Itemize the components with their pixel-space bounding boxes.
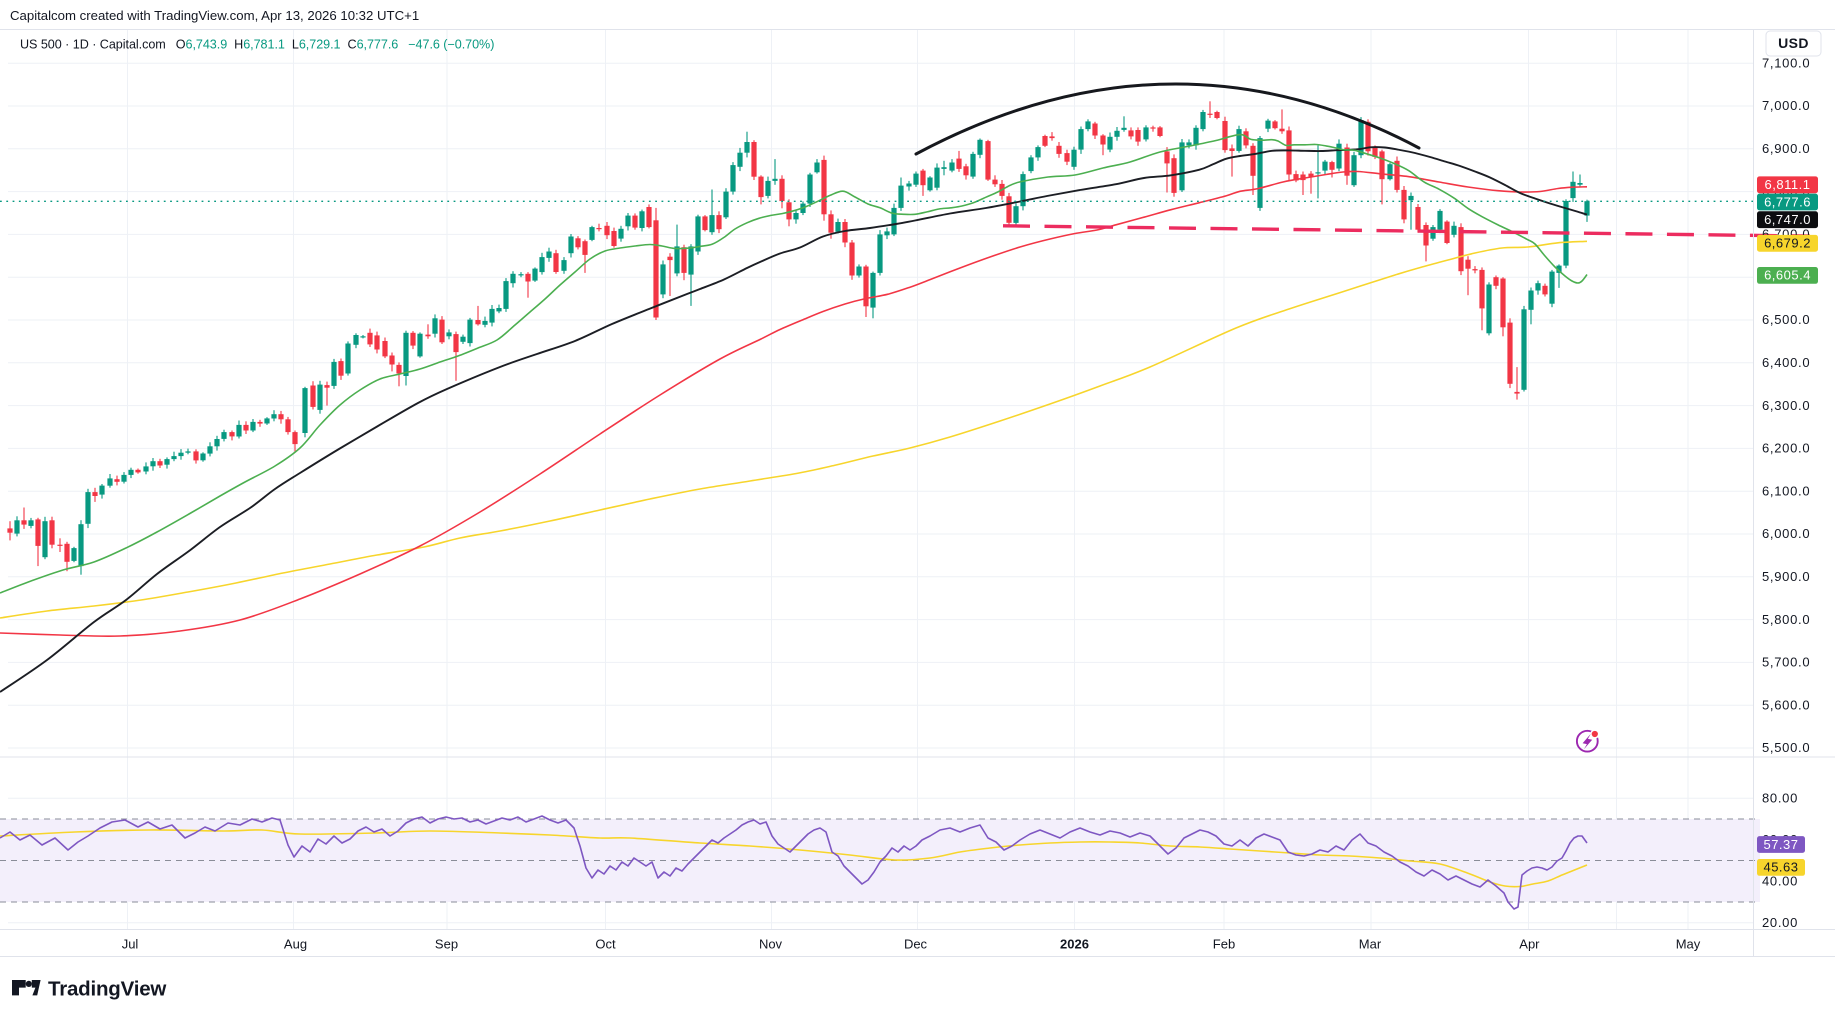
svg-text:45.63: 45.63 bbox=[1763, 860, 1798, 875]
svg-text:2026: 2026 bbox=[1060, 937, 1089, 952]
svg-text:Jul: Jul bbox=[122, 937, 139, 952]
svg-text:5,500.0: 5,500.0 bbox=[1762, 740, 1810, 755]
svg-text:6,747.0: 6,747.0 bbox=[1764, 212, 1811, 227]
svg-text:Apr: Apr bbox=[1519, 937, 1540, 952]
svg-text:Capitalcom created with Tradin: Capitalcom created with TradingView.com,… bbox=[10, 8, 419, 23]
svg-text:80.00: 80.00 bbox=[1762, 791, 1798, 806]
svg-text:6,900.0: 6,900.0 bbox=[1762, 141, 1810, 156]
svg-text:Oct: Oct bbox=[595, 937, 616, 952]
svg-text:Sep: Sep bbox=[435, 937, 458, 952]
svg-text:6,811.1: 6,811.1 bbox=[1765, 177, 1811, 192]
svg-text:6,605.4: 6,605.4 bbox=[1764, 268, 1811, 283]
svg-text:7,000.0: 7,000.0 bbox=[1762, 98, 1810, 113]
svg-text:6,500.0: 6,500.0 bbox=[1762, 312, 1810, 327]
svg-text:6,000.0: 6,000.0 bbox=[1762, 526, 1810, 541]
svg-text:57.37: 57.37 bbox=[1763, 837, 1798, 852]
svg-text:USD: USD bbox=[1778, 35, 1809, 51]
svg-text:Dec: Dec bbox=[904, 937, 928, 952]
svg-text:6,200.0: 6,200.0 bbox=[1762, 441, 1810, 456]
svg-text:May: May bbox=[1676, 937, 1701, 952]
svg-text:6,679.2: 6,679.2 bbox=[1764, 236, 1811, 251]
svg-text:Aug: Aug bbox=[284, 937, 307, 952]
svg-text:6,400.0: 6,400.0 bbox=[1762, 355, 1810, 370]
svg-text:5,700.0: 5,700.0 bbox=[1762, 655, 1810, 670]
svg-text:20.00: 20.00 bbox=[1762, 915, 1798, 930]
svg-text:5,900.0: 5,900.0 bbox=[1762, 569, 1810, 584]
svg-text:Nov: Nov bbox=[759, 937, 783, 952]
svg-text:7,100.0: 7,100.0 bbox=[1762, 55, 1810, 70]
svg-text:6,100.0: 6,100.0 bbox=[1762, 483, 1810, 498]
svg-text:TradingView: TradingView bbox=[48, 978, 166, 1001]
svg-text:5,800.0: 5,800.0 bbox=[1762, 612, 1810, 627]
svg-text:40.00: 40.00 bbox=[1762, 874, 1798, 889]
svg-text:5,600.0: 5,600.0 bbox=[1762, 697, 1810, 712]
svg-text:Mar: Mar bbox=[1359, 937, 1382, 952]
svg-text:Feb: Feb bbox=[1213, 937, 1235, 952]
svg-text:6,300.0: 6,300.0 bbox=[1762, 398, 1810, 413]
svg-text:6,777.6: 6,777.6 bbox=[1764, 194, 1811, 209]
